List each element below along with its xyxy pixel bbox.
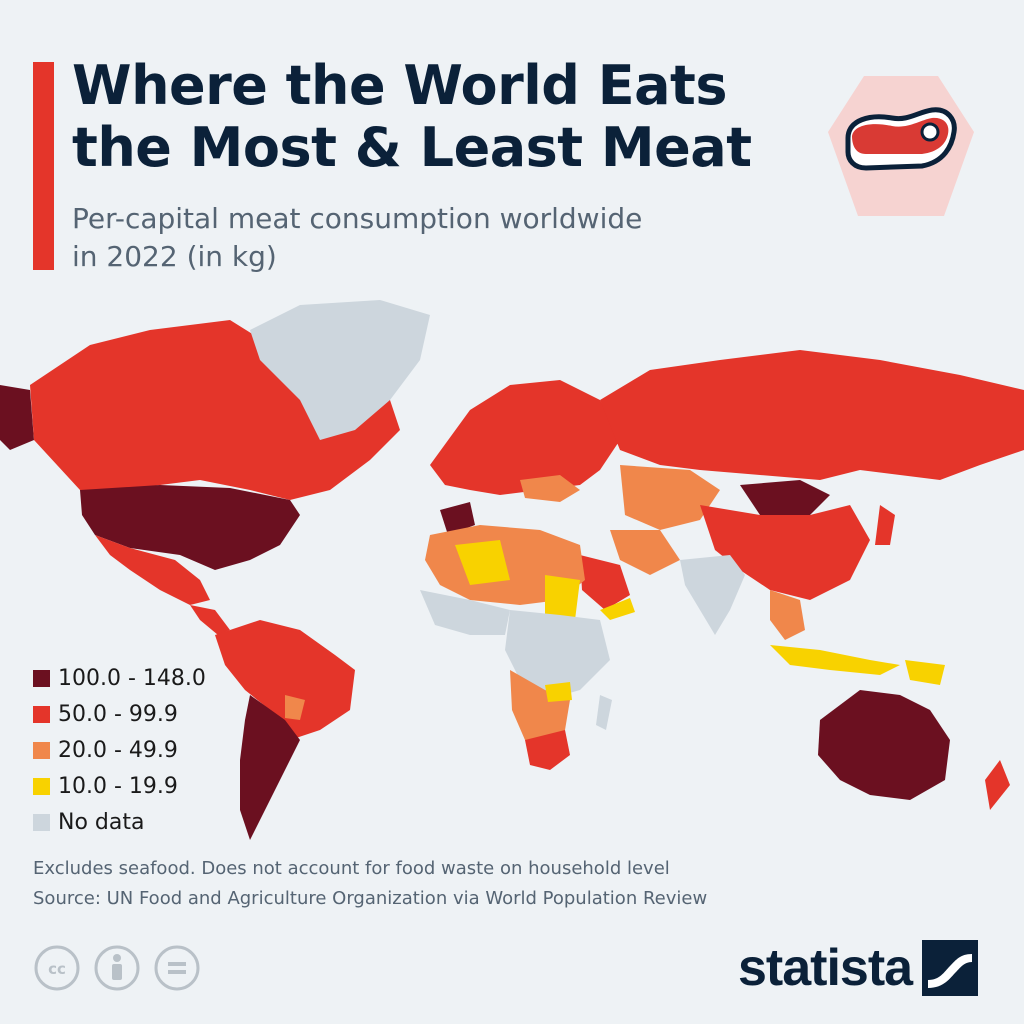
footnotes: Excludes seafood. Does not account for f… [33, 854, 707, 914]
legend-label: No data [58, 809, 145, 835]
region-china [700, 505, 870, 600]
license-icons: cc [33, 944, 201, 992]
steak-icon [828, 76, 974, 216]
region-russia [600, 350, 1024, 480]
chart-title: Where the World Eats the Most & Least Me… [72, 55, 752, 179]
accent-bar [33, 62, 54, 270]
region-indonesia [770, 645, 900, 675]
region-algeria [455, 540, 510, 585]
legend-swatch [33, 705, 50, 723]
statista-logo-icon [922, 940, 979, 996]
region-papua-new-guinea [905, 660, 945, 685]
map-legend: 100.0 - 148.0 50.0 - 99.9 20.0 - 49.9 10… [33, 660, 206, 840]
no-derivatives-icon[interactable] [153, 944, 201, 992]
legend-swatch [33, 741, 50, 759]
note-text: Excludes seafood. Does not account for f… [33, 858, 670, 879]
region-central-africa [505, 610, 610, 700]
region-saudi-arabia [580, 555, 630, 610]
legend-item: No data [33, 804, 206, 840]
legend-label: 50.0 - 99.9 [58, 701, 178, 727]
brand-name: statista [738, 939, 913, 997]
legend-label: 20.0 - 49.9 [58, 737, 178, 763]
region-south-africa [525, 730, 570, 770]
region-paraguay [285, 695, 305, 720]
region-central-america [190, 605, 230, 635]
legend-swatch [33, 669, 50, 687]
region-madagascar [596, 695, 612, 730]
region-japan [875, 505, 895, 545]
region-india [680, 555, 745, 635]
statista-brand: statista [738, 938, 979, 998]
region-mexico [95, 535, 210, 605]
region-eastern-europe [520, 475, 580, 502]
region-spain [440, 502, 475, 535]
region-sudan [545, 575, 580, 620]
region-yemen [600, 598, 635, 620]
source-text: Source: UN Food and Agriculture Organiza… [33, 888, 708, 909]
legend-item: 100.0 - 148.0 [33, 660, 206, 696]
region-argentina [240, 695, 300, 840]
region-zimbabwe [545, 682, 572, 702]
legend-item: 50.0 - 99.9 [33, 696, 206, 732]
subtitle-line-2: in 2022 (in kg) [72, 240, 277, 273]
svg-text:cc: cc [48, 960, 66, 978]
world-map [0, 300, 1024, 840]
legend-label: 10.0 - 19.9 [58, 773, 178, 799]
legend-item: 20.0 - 49.9 [33, 732, 206, 768]
region-greenland [250, 300, 430, 440]
region-southeast-asia [770, 590, 805, 640]
legend-swatch [33, 813, 50, 831]
title-line-1: Where the World Eats [72, 54, 727, 117]
attribution-icon[interactable] [93, 944, 141, 992]
region-central-asia [620, 465, 720, 530]
region-australia [818, 690, 950, 800]
region-south-america-north [215, 620, 355, 740]
chart-subtitle: Per-capital meat consumption worldwide i… [72, 200, 642, 276]
legend-item: 10.0 - 19.9 [33, 768, 206, 804]
title-line-2: the Most & Least Meat [72, 116, 752, 179]
region-west-africa [420, 590, 510, 635]
legend-label: 100.0 - 148.0 [58, 665, 206, 691]
cc-icon[interactable]: cc [33, 944, 81, 992]
legend-swatch [33, 777, 50, 795]
subtitle-line-1: Per-capital meat consumption worldwide [72, 202, 643, 235]
region-southern-africa [510, 670, 570, 750]
region-alaska [0, 385, 34, 450]
region-mongolia [740, 480, 830, 515]
region-united-states [80, 485, 300, 570]
region-iran [610, 530, 680, 575]
region-europe [430, 380, 620, 495]
region-new-zealand [985, 760, 1010, 810]
